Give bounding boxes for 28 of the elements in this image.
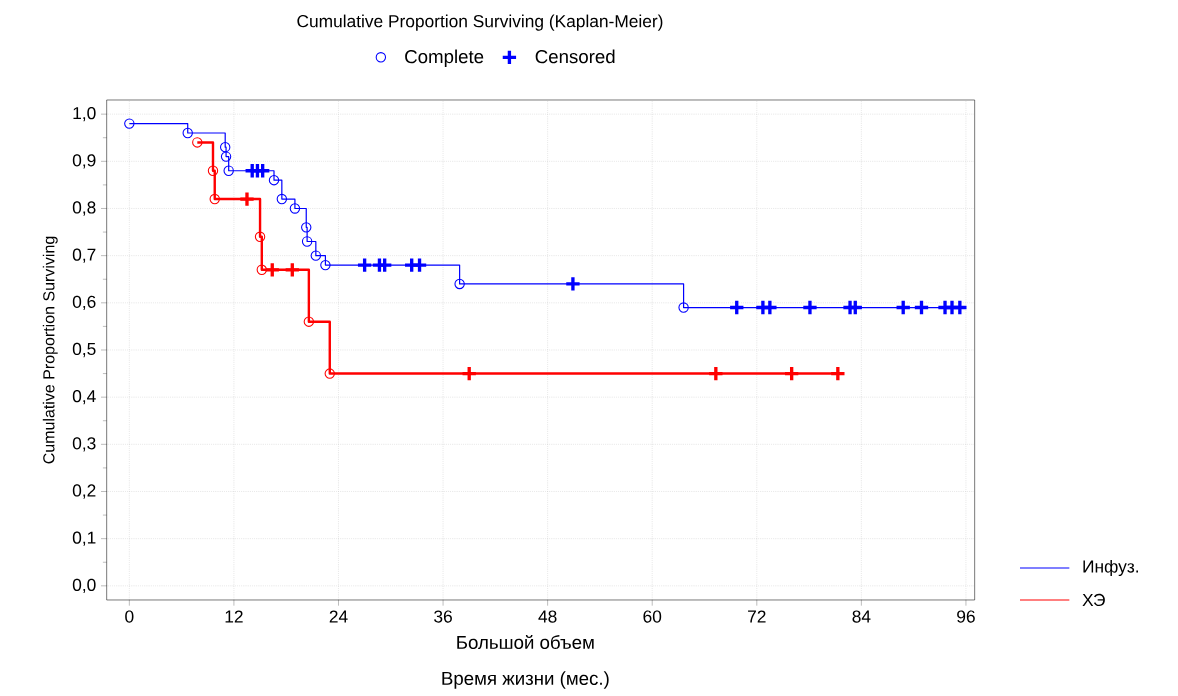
y-tick-label: 0,6 xyxy=(72,295,96,310)
y-tick-label: 0,1 xyxy=(72,531,96,546)
x-axis-title: Время жизни (мес.) xyxy=(442,671,609,689)
x-tick-label: 24 xyxy=(329,610,348,623)
legend-label: Censored xyxy=(535,49,615,64)
y-tick-label: 0,3 xyxy=(72,437,96,452)
y-tick-label: 1,0 xyxy=(73,106,96,122)
y-tick-label: 0,0 xyxy=(72,578,96,593)
x-tick-label: 36 xyxy=(434,610,452,623)
y-tick-label: 0,5 xyxy=(72,342,96,358)
legend-label: ХЭ xyxy=(1082,593,1105,607)
legend-label: Инфуз. xyxy=(1083,559,1138,577)
x-tick-label: 0 xyxy=(125,610,134,623)
text: Большой объем xyxy=(457,634,594,650)
y-tick-label: 0,4 xyxy=(72,389,96,405)
y-tick-label: 0,2 xyxy=(72,484,96,499)
y-tick-label: 0,7 xyxy=(72,248,96,263)
x-tick-label: 84 xyxy=(852,610,871,623)
chart-title: Cumulative Proportion Surviving (Kaplan-Meier) xyxy=(297,14,663,31)
x-tick-label: 48 xyxy=(538,610,557,623)
y-tick-label: 0,8 xyxy=(72,201,96,216)
x-tick-label: 60 xyxy=(643,610,662,623)
x-tick-label: 96 xyxy=(957,610,975,623)
x-tick-label: 72 xyxy=(748,610,766,623)
legend-label: Complete xyxy=(405,49,484,67)
x-tick-label: 12 xyxy=(225,610,243,623)
y-tick-label: 0,9 xyxy=(72,154,96,169)
y-axis-title: Cumulative Proportion Surviving xyxy=(42,236,58,464)
